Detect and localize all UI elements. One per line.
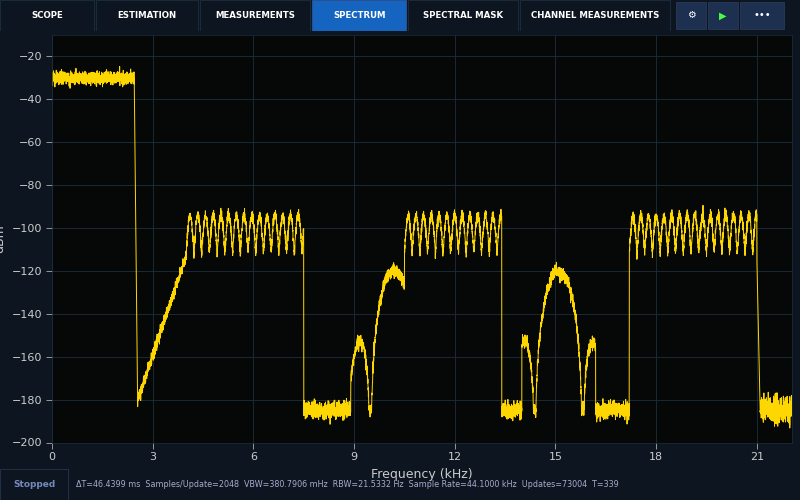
Bar [708,2,738,29]
X-axis label: Frequency (kHz): Frequency (kHz) [371,468,473,481]
Bar [200,0,310,31]
Text: SPECTRAL MASK: SPECTRAL MASK [423,11,503,20]
Text: SPECTRUM: SPECTRUM [333,11,386,20]
Text: ΔT=46.4399 ms  Samples/Update=2048  VBW=380.7906 mHz  RBW=21.5332 Hz  Sample Rat: ΔT=46.4399 ms Samples/Update=2048 VBW=38… [76,480,618,489]
Text: Stopped: Stopped [13,480,55,489]
Text: SCOPE: SCOPE [31,11,63,20]
Text: ESTIMATION: ESTIMATION [118,11,177,20]
Bar [740,2,784,29]
Text: ▶: ▶ [719,10,727,20]
Bar [96,0,198,31]
Y-axis label: dBm: dBm [0,224,6,253]
Bar [676,2,706,29]
Bar [0,469,68,500]
Text: CHANNEL MEASUREMENTS: CHANNEL MEASUREMENTS [531,11,659,20]
Bar [408,0,518,31]
Text: MEASUREMENTS: MEASUREMENTS [215,11,295,20]
Bar [520,0,670,31]
Text: ⚙: ⚙ [687,10,695,20]
Bar [312,0,406,31]
Bar [0,0,94,31]
Text: •••: ••• [753,10,771,20]
